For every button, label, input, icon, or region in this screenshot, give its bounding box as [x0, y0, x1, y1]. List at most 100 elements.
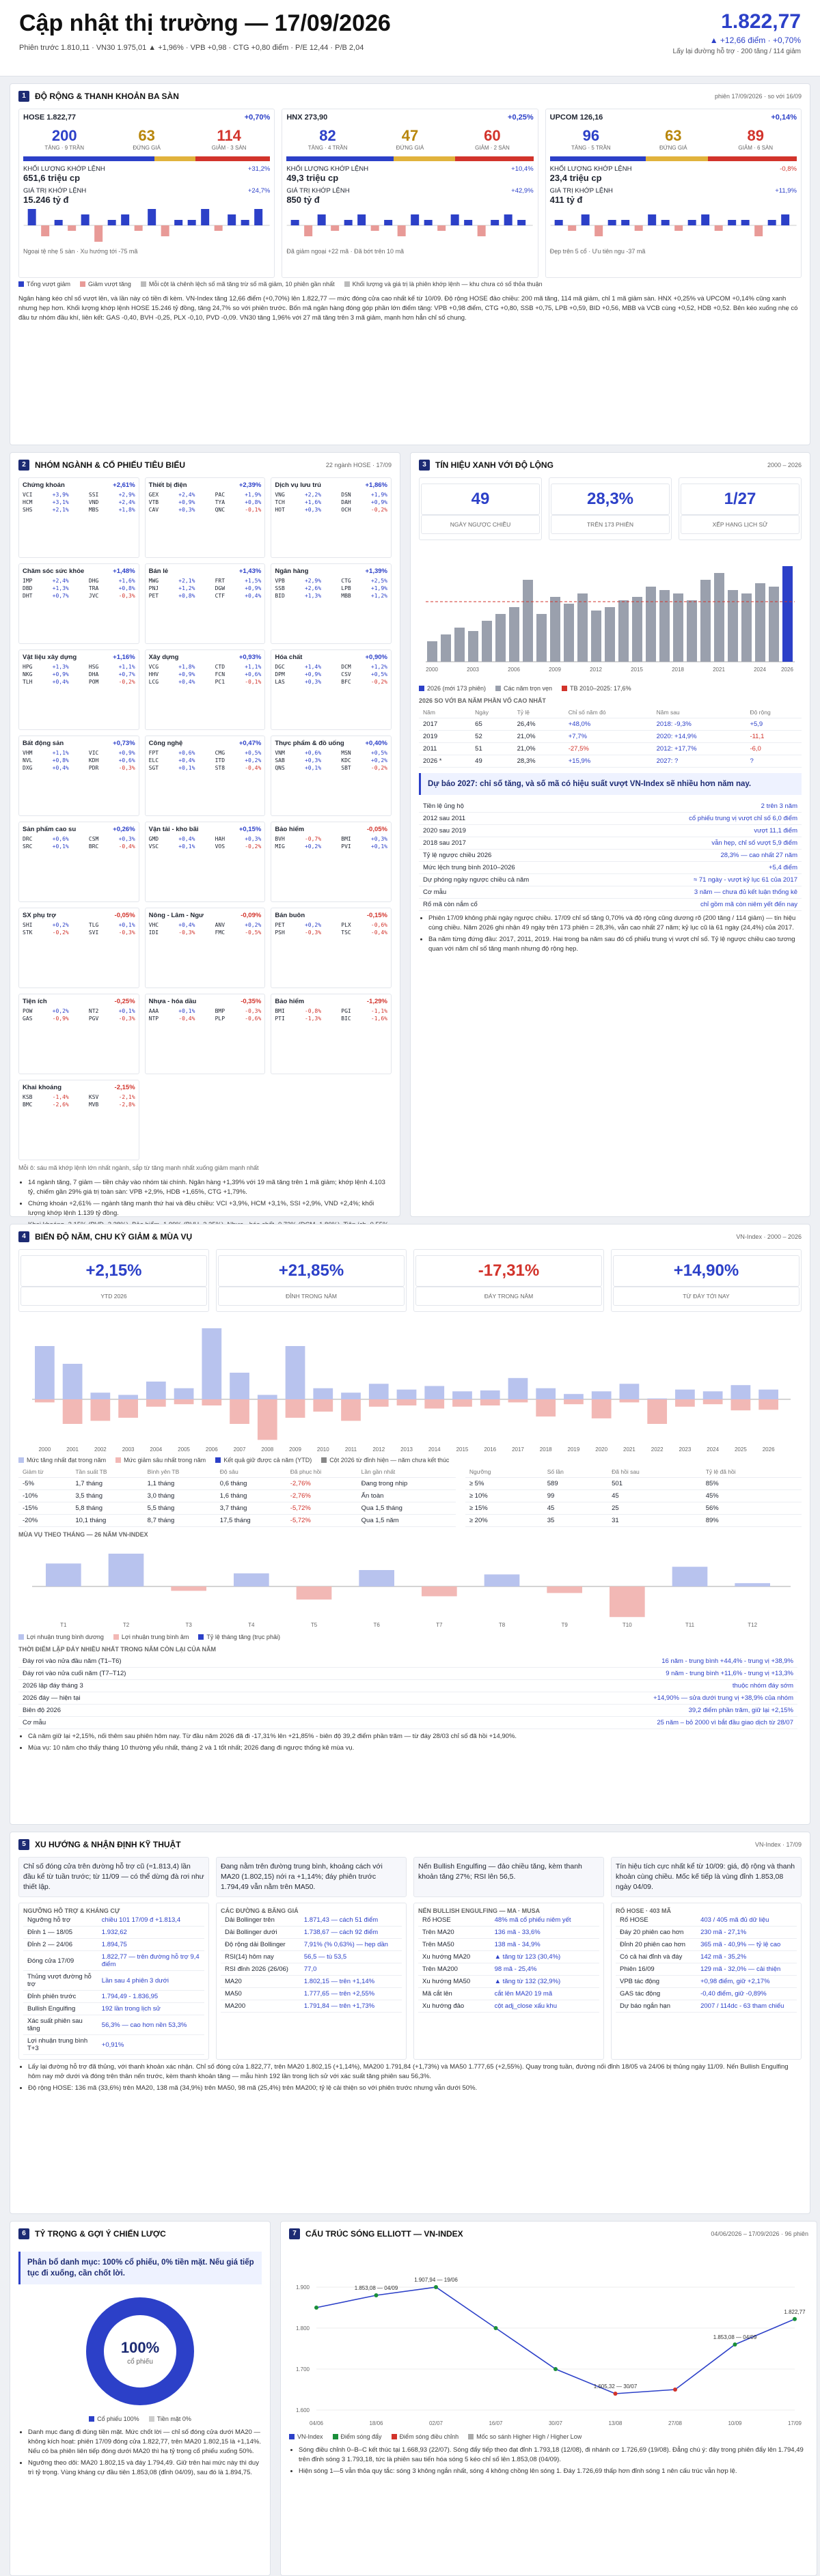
max-drawdown-bar — [591, 1399, 612, 1418]
stock-ticker: LPB — [341, 585, 351, 591]
max-drawdown-bar — [758, 1399, 778, 1410]
table-row: ≥ 20% 35 31 89% — [465, 1514, 802, 1527]
sector-group: Hóa chất +0,90% DGC +1,4% DCM +1,2% DPM +0,9% CS… — [271, 649, 392, 730]
legend-item: Giảm vượt tăng — [80, 281, 131, 288]
sector-header: Vận tải - kho bãi +0,15% — [149, 826, 262, 833]
row-value: 1.894,75 — [97, 1938, 204, 1951]
count-value: 47 — [401, 127, 419, 144]
sector-group: Xây dựng +0,93% VCG +1,8% CTD +1,1% HHV +0,9% FC… — [144, 649, 266, 730]
sector-stock-row: LCG +0,4% PC1 -0,1% — [149, 678, 262, 686]
stock-ticker: BVH — [275, 836, 285, 842]
sector-stock-row: HHV +0,9% FCN +0,6% — [149, 671, 262, 678]
sector-stock-row: SRC +0,1% BRC -0,4% — [23, 843, 135, 850]
row-value: 129 mã - 32,0% — cải thiện — [696, 1963, 797, 1976]
count-value: 114 — [217, 127, 241, 144]
sector-stock-row: SGT +0,1% ST8 -0,4% — [149, 764, 262, 772]
sector-stock-row: QNS +0,1% SBT -0,2% — [275, 764, 387, 772]
kpi-value: +21,85% — [218, 1255, 405, 1287]
sector-change: +0,47% — [238, 740, 262, 747]
stock-ticker: NVL — [23, 757, 33, 764]
stock-ticker: ITD — [215, 757, 226, 764]
sector-header: Nhựa - hóa dầu -0,35% — [149, 998, 262, 1005]
divergence-bar — [550, 597, 560, 662]
max-drawdown-bar — [202, 1399, 222, 1405]
technical-row: MA20 1.802,15 — trên +1,14% — [221, 1975, 402, 1988]
table-cell: 26,4% — [512, 718, 564, 731]
sector-header: Công nghệ +0,47% — [149, 740, 262, 747]
count-value: 96 — [582, 127, 600, 144]
sector-stock-row: VCG +1,8% CTD +1,1% — [149, 663, 262, 671]
sector-stock-row: NTP -0,4% PLP -0,6% — [149, 1015, 262, 1022]
sector-header: Vật liệu xây dựng +1,16% — [23, 654, 135, 661]
report-title: Cập nhật thị trường — 17/09/2026 — [19, 10, 391, 36]
stock-ticker: DPM — [275, 671, 285, 677]
stock-ticker: CSV — [341, 671, 351, 677]
table-cell: -20% — [18, 1514, 72, 1527]
table-row: 2011 51 21,0% -27,5% 2012: +17,7% -6,0 — [419, 742, 802, 755]
sector-group: Vật liệu xây dựng +1,16% HPG +1,3% HSG +1,1% N… — [18, 649, 139, 730]
fact-value: 3 năm — chưa đủ kết luận thống kê — [607, 886, 802, 899]
technical-row: Phiên 16/09 129 mã - 32,0% — cải thiện — [616, 1963, 797, 1976]
breadth-count: 114 GIẢM · 3 SÀN — [188, 127, 270, 151]
sector-change: +2,61% — [113, 481, 135, 489]
x-tick-label: 2011 — [345, 1446, 357, 1453]
stock-change: +1,4% — [304, 664, 322, 670]
row-value: 1.777,65 — trên +2,55% — [299, 1987, 402, 2000]
wave-point — [613, 2392, 618, 2396]
row-value: Lần sau 4 phiên 3 dưới — [97, 1970, 204, 1991]
stock-ticker: PDR — [88, 765, 99, 771]
commentary-bullet: Lấy lại đường hỗ trợ đã thủng, với thanh… — [28, 2062, 802, 2082]
section-elliott: 7 CẤU TRÚC SÓNG ELLIOTT — VN-INDEX 04/06/2… — [280, 2221, 817, 2576]
table-row: -5% 1,7 tháng 1,1 tháng 0,6 tháng -2,76% Đang… — [18, 1477, 456, 1490]
x-tick-label: 2013 — [400, 1446, 413, 1453]
allocation-donut: 100% cổ phiếu — [86, 2297, 194, 2405]
count-label: GIẢM · 3 SÀN — [211, 145, 247, 151]
sector-stock-row: GEX +2,4% PAC +1,9% — [149, 491, 262, 499]
index-change: ▲ +12,66 điểm · +0,70% — [709, 36, 801, 45]
breadth-count: 82 TĂNG · 4 TRẦN — [286, 127, 368, 151]
sector-change: +0,93% — [238, 654, 262, 661]
divergence-bar-chart: 2000 2003 2006 2009 2012 2015 2018 2021 2024 2026 — [426, 566, 795, 673]
breadth-bar-segment — [154, 156, 196, 161]
max-gain-bar — [702, 1391, 723, 1399]
stock-change: -0,1% — [245, 507, 262, 513]
timing-label: Đáy rơi vào nửa cuối năm (T7–T12) — [18, 1667, 353, 1680]
fact-row: Tiền lệ ủng hộ 2 trên 3 năm — [419, 800, 802, 813]
stock-change: +1,8% — [118, 507, 135, 513]
technical-row: RSI(14) hôm nay 56,5 — tù 53,5 — [221, 1950, 402, 1963]
stock-change: +2,5% — [370, 578, 387, 584]
stock-ticker: PGI — [341, 1008, 351, 1014]
sector-stock-row: VTB +0,9% TYA +0,8% — [149, 499, 262, 506]
x-tick-label: 2017 — [512, 1446, 524, 1453]
max-drawdown-bar — [35, 1399, 55, 1403]
month-return-bar — [46, 1563, 81, 1586]
row-value: cắt lên MA20 19 mã — [490, 1987, 599, 2000]
fact-value: cổ phiếu trung vị vượt chỉ số 6,0 điểm — [607, 812, 802, 825]
stock-ticker: PNJ — [148, 585, 159, 591]
row-value: ▲ tăng từ 123 (30,4%) — [490, 1950, 599, 1963]
x-tick-label: T9 — [561, 1622, 568, 1628]
fact-label: Cơ mẫu — [419, 886, 608, 899]
exchange-change: +0,14% — [771, 113, 797, 122]
sector-change: +1,48% — [113, 568, 135, 575]
row-label: Phiên 16/09 — [616, 1963, 697, 1976]
max-drawdown-bar — [90, 1399, 111, 1421]
max-drawdown-bar — [675, 1399, 695, 1407]
row-value: 403 / 405 mã đủ dữ liệu — [696, 1914, 797, 1927]
report-header: Cập nhật thị trường — 17/09/2026 Phiên t… — [0, 0, 820, 76]
sector-change: -0,05% — [366, 826, 387, 833]
table-row: ≥ 15% 45 25 56% — [465, 1502, 802, 1515]
exchange-card: HOSE 1.822,77 +0,70% 200 TĂNG · 9 TRẦN 63 ĐỨN… — [18, 109, 275, 278]
kpi-value: -17,31% — [415, 1255, 602, 1287]
technical-row: Thủng vượt đường hỗ trợ Lần sau 4 phiên 3… — [23, 1970, 204, 1991]
row-label: Xu hướng đảo — [418, 2000, 491, 2013]
table-cell: -15% — [18, 1502, 72, 1515]
x-tick-label: T8 — [499, 1622, 506, 1628]
stock-change: +0,3% — [304, 757, 322, 764]
x-tick-label: 2003 — [122, 1446, 135, 1453]
sector-group: Tiện ích -0,25% POW +0,2% NT2 +0,1% GAS -0,9% PG… — [18, 994, 139, 1074]
sector-stock-row: VSC +0,1% VOS -0,2% — [149, 843, 262, 850]
stock-ticker: PLP — [215, 1016, 226, 1022]
breadth-bar — [647, 214, 656, 225]
row-label: RSI đỉnh 2026 (26/06) — [221, 1963, 300, 1976]
